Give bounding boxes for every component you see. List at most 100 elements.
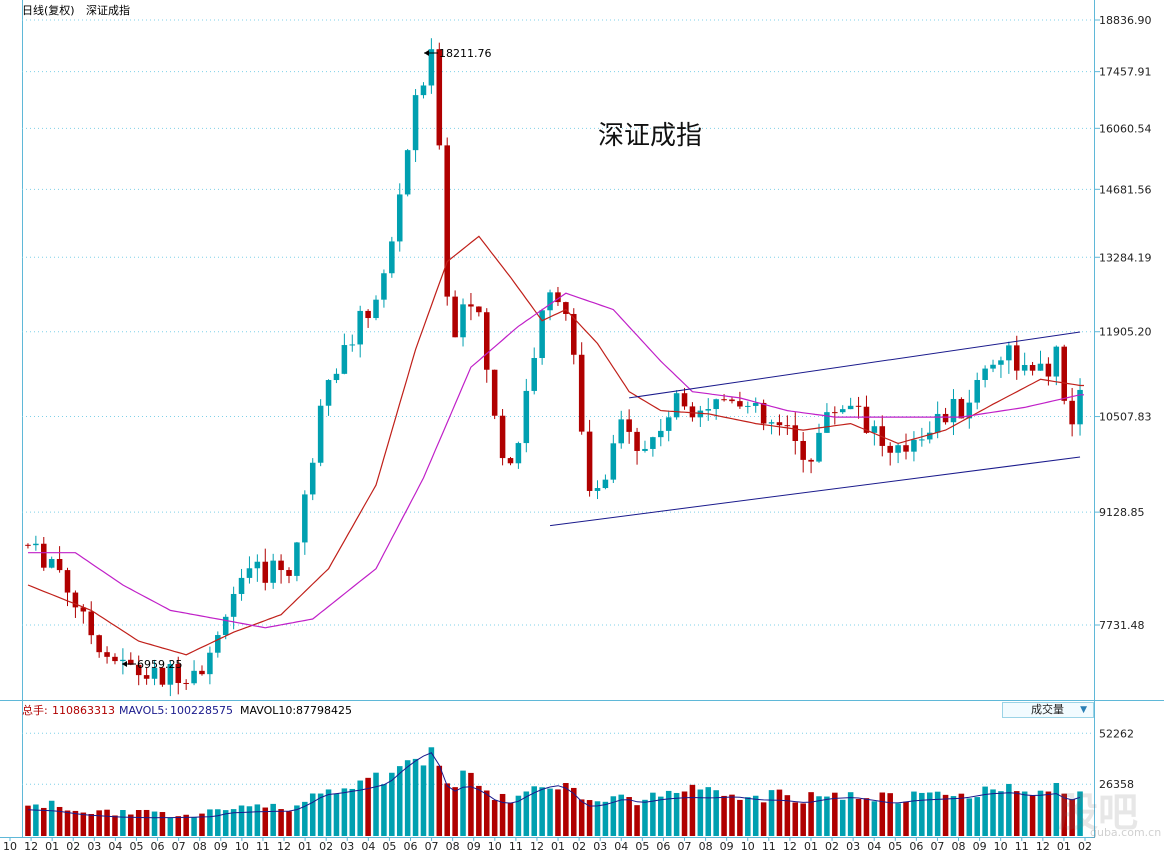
candle-body: [199, 670, 205, 675]
volume-bar: [610, 796, 617, 836]
xaxis-tick-label: 07: [678, 840, 692, 853]
candle-body: [104, 652, 110, 657]
candle-body: [396, 194, 403, 242]
volume-bar: [357, 780, 363, 836]
candle-body: [982, 368, 988, 380]
candle-body: [832, 412, 838, 414]
candle-body: [824, 412, 830, 433]
candle-body: [88, 611, 95, 636]
volume-bar: [507, 802, 514, 836]
candle-body: [737, 401, 743, 407]
volume-bar: [1077, 791, 1083, 836]
candle-body: [721, 399, 727, 401]
volume-bar: [412, 758, 419, 836]
candle-body: [167, 664, 174, 685]
volume-bar: [278, 809, 284, 836]
candle-body: [998, 360, 1004, 365]
volume-bar: [745, 797, 751, 836]
volume-bar: [942, 794, 949, 836]
volume-bar: [855, 798, 862, 836]
channel-lower-line: [549, 456, 1081, 527]
volume-bar: [634, 805, 640, 836]
volume-bar: [863, 798, 870, 836]
mavol5-value: 100228575: [170, 704, 233, 717]
candle-body: [56, 559, 63, 571]
volume-bar: [444, 783, 450, 836]
candle-body: [578, 354, 585, 432]
volume-bar: [72, 810, 79, 836]
volume-bar: [879, 792, 886, 836]
candle-body: [349, 344, 356, 346]
volume-bar: [191, 817, 197, 836]
xaxis-tick-label: 05: [129, 840, 143, 853]
xaxis-tick-label: 02: [66, 840, 80, 853]
candle-body: [966, 402, 973, 419]
xaxis-tick-label: 12: [1036, 840, 1050, 853]
candle-body: [1013, 345, 1020, 371]
xaxis-tick-label: 12: [24, 840, 38, 853]
volume-bar: [254, 804, 261, 836]
candle-body: [428, 49, 435, 86]
volume-bar: [64, 810, 71, 836]
xaxis-tick-label: 02: [825, 840, 839, 853]
price-axis-label: 10507.83: [1099, 411, 1152, 424]
price-grid: [22, 19, 1100, 785]
volume-bar: [491, 800, 498, 836]
volume-bar: [365, 777, 371, 836]
volume-bar: [373, 772, 379, 836]
xaxis-tick-label: 09: [214, 840, 228, 853]
candle-body: [499, 415, 506, 459]
volume-bar: [1061, 793, 1067, 836]
candle-body: [1077, 389, 1083, 425]
candle-body: [808, 459, 814, 462]
volume-bar: [974, 797, 980, 836]
volume-bar: [1053, 782, 1060, 836]
volume-bar: [816, 796, 822, 836]
candle-body: [357, 310, 363, 345]
xaxis-tick-label: 11: [256, 840, 270, 853]
volume-bar: [586, 800, 593, 836]
indicator-selector-label: 成交量: [1031, 703, 1064, 716]
candle-body: [539, 310, 545, 359]
price-axis-label: 11905.20: [1099, 326, 1152, 339]
xaxis-tick-label: 06: [909, 840, 923, 853]
candle-body: [112, 656, 118, 662]
candle-body: [1006, 345, 1012, 361]
candle-body: [48, 559, 55, 568]
candle-body: [452, 296, 458, 338]
volume-bar: [175, 816, 182, 836]
volume-bar: [729, 794, 735, 836]
candle-body: [950, 398, 957, 423]
volume-bar: [665, 790, 672, 836]
volume-bar: [33, 804, 39, 836]
candle-body: [839, 409, 846, 413]
candle-body: [626, 419, 632, 432]
xaxis-tick-label: 07: [172, 840, 186, 853]
volume-bar: [926, 792, 933, 836]
volume-bar: [895, 803, 901, 836]
volume-bar: [96, 810, 102, 836]
candle-body: [895, 445, 901, 453]
candle-body: [143, 675, 150, 679]
candle-body: [80, 607, 87, 612]
candle-body: [270, 560, 276, 583]
candle-body: [563, 302, 569, 314]
volume-bar: [333, 793, 340, 836]
candle-body: [412, 95, 419, 151]
volume-bar: [982, 786, 988, 836]
candle-body: [705, 409, 712, 411]
volume-bar: [80, 812, 87, 836]
indicator-selector[interactable]: 成交量 ▼: [1002, 702, 1094, 718]
candle-body: [254, 561, 261, 569]
volume-bar: [483, 790, 490, 836]
volume-bar: [499, 793, 506, 836]
volume-bar: [183, 814, 189, 836]
volume-bar: [571, 787, 577, 836]
xaxis-tick-label: 04: [867, 840, 881, 853]
volume-bar: [199, 813, 205, 836]
volume-bar: [302, 801, 308, 836]
candle-body: [594, 488, 601, 491]
xaxis-tick-label: 03: [593, 840, 607, 853]
high-value-label: 18211.76: [439, 47, 492, 60]
